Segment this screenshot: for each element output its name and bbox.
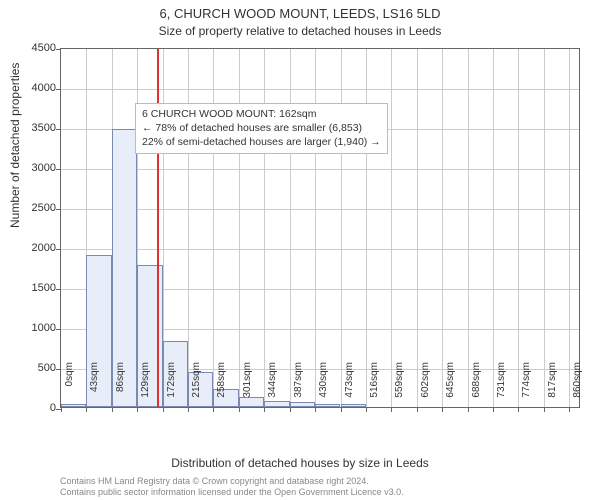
x-tick-mark xyxy=(213,407,214,412)
x-tick-mark xyxy=(61,407,62,412)
x-tick-label: 344sqm xyxy=(267,362,278,412)
x-tick-label: 129sqm xyxy=(140,362,151,412)
x-tick-label: 602sqm xyxy=(420,362,431,412)
plot-area: 6 CHURCH WOOD MOUNT: 162sqm ← 78% of det… xyxy=(60,48,580,408)
grid-line-v xyxy=(518,49,519,407)
x-tick-mark xyxy=(264,407,265,412)
y-tick-label: 3500 xyxy=(6,122,56,134)
x-tick-mark xyxy=(366,407,367,412)
grid-line-h xyxy=(61,89,579,90)
x-tick-label: 688sqm xyxy=(471,362,482,412)
x-tick-label: 215sqm xyxy=(191,362,202,412)
x-tick-label: 860sqm xyxy=(572,362,583,412)
x-tick-mark xyxy=(137,407,138,412)
y-tick-label: 4500 xyxy=(6,42,56,54)
x-tick-label: 559sqm xyxy=(394,362,405,412)
y-tick-label: 4000 xyxy=(6,82,56,94)
y-tick-label: 2000 xyxy=(6,242,56,254)
x-axis-label: Distribution of detached houses by size … xyxy=(0,456,600,470)
x-tick-label: 731sqm xyxy=(496,362,507,412)
y-tick-mark xyxy=(56,369,61,370)
footnote-line2: Contains public sector information licen… xyxy=(60,487,404,498)
y-tick-mark xyxy=(56,209,61,210)
legend-line3: 22% of semi-detached houses are larger (… xyxy=(142,135,381,149)
y-tick-label: 1000 xyxy=(6,322,56,334)
x-tick-mark xyxy=(417,407,418,412)
x-tick-mark xyxy=(188,407,189,412)
grid-line-h xyxy=(61,169,579,170)
grid-line-v xyxy=(569,49,570,407)
x-tick-mark xyxy=(341,407,342,412)
y-tick-label: 2500 xyxy=(6,202,56,214)
y-tick-mark xyxy=(56,89,61,90)
x-tick-mark xyxy=(544,407,545,412)
x-tick-label: 258sqm xyxy=(216,362,227,412)
footnote: Contains HM Land Registry data © Crown c… xyxy=(60,476,404,499)
grid-line-v xyxy=(391,49,392,407)
x-tick-mark xyxy=(468,407,469,412)
x-tick-label: 774sqm xyxy=(521,362,532,412)
legend-box: 6 CHURCH WOOD MOUNT: 162sqm ← 78% of det… xyxy=(135,103,388,154)
grid-line-v xyxy=(544,49,545,407)
x-tick-label: 645sqm xyxy=(445,362,456,412)
x-tick-label: 387sqm xyxy=(293,362,304,412)
y-tick-mark xyxy=(56,249,61,250)
x-tick-label: 0sqm xyxy=(64,362,75,412)
chart-title-line1: 6, CHURCH WOOD MOUNT, LEEDS, LS16 5LD xyxy=(0,6,600,21)
x-tick-mark xyxy=(442,407,443,412)
x-tick-label: 301sqm xyxy=(242,362,253,412)
grid-line-v xyxy=(417,49,418,407)
grid-line-h xyxy=(61,249,579,250)
y-tick-label: 1500 xyxy=(6,282,56,294)
y-tick-label: 3000 xyxy=(6,162,56,174)
x-tick-label: 86sqm xyxy=(115,362,126,412)
y-tick-label: 0 xyxy=(6,402,56,414)
x-tick-mark xyxy=(290,407,291,412)
x-tick-mark xyxy=(391,407,392,412)
x-tick-mark xyxy=(315,407,316,412)
chart-title-line2: Size of property relative to detached ho… xyxy=(0,24,600,38)
x-tick-mark xyxy=(493,407,494,412)
x-tick-mark xyxy=(239,407,240,412)
x-tick-mark xyxy=(86,407,87,412)
y-tick-mark xyxy=(56,329,61,330)
x-tick-label: 43sqm xyxy=(89,362,100,412)
grid-line-h xyxy=(61,209,579,210)
x-tick-mark xyxy=(163,407,164,412)
x-tick-label: 817sqm xyxy=(547,362,558,412)
y-tick-mark xyxy=(56,289,61,290)
y-tick-mark xyxy=(56,169,61,170)
x-tick-mark xyxy=(569,407,570,412)
y-tick-mark xyxy=(56,49,61,50)
x-tick-label: 430sqm xyxy=(318,362,329,412)
y-tick-mark xyxy=(56,129,61,130)
grid-line-v xyxy=(442,49,443,407)
x-tick-label: 172sqm xyxy=(166,362,177,412)
legend-line1: 6 CHURCH WOOD MOUNT: 162sqm xyxy=(142,107,381,121)
x-tick-label: 473sqm xyxy=(344,362,355,412)
footnote-line1: Contains HM Land Registry data © Crown c… xyxy=(60,476,404,487)
grid-line-v xyxy=(493,49,494,407)
x-tick-mark xyxy=(518,407,519,412)
x-tick-label: 516sqm xyxy=(369,362,380,412)
legend-line2: ← 78% of detached houses are smaller (6,… xyxy=(142,121,381,135)
chart-container: 6, CHURCH WOOD MOUNT, LEEDS, LS16 5LD Si… xyxy=(0,0,600,500)
grid-line-v xyxy=(468,49,469,407)
x-tick-mark xyxy=(112,407,113,412)
y-tick-label: 500 xyxy=(6,362,56,374)
